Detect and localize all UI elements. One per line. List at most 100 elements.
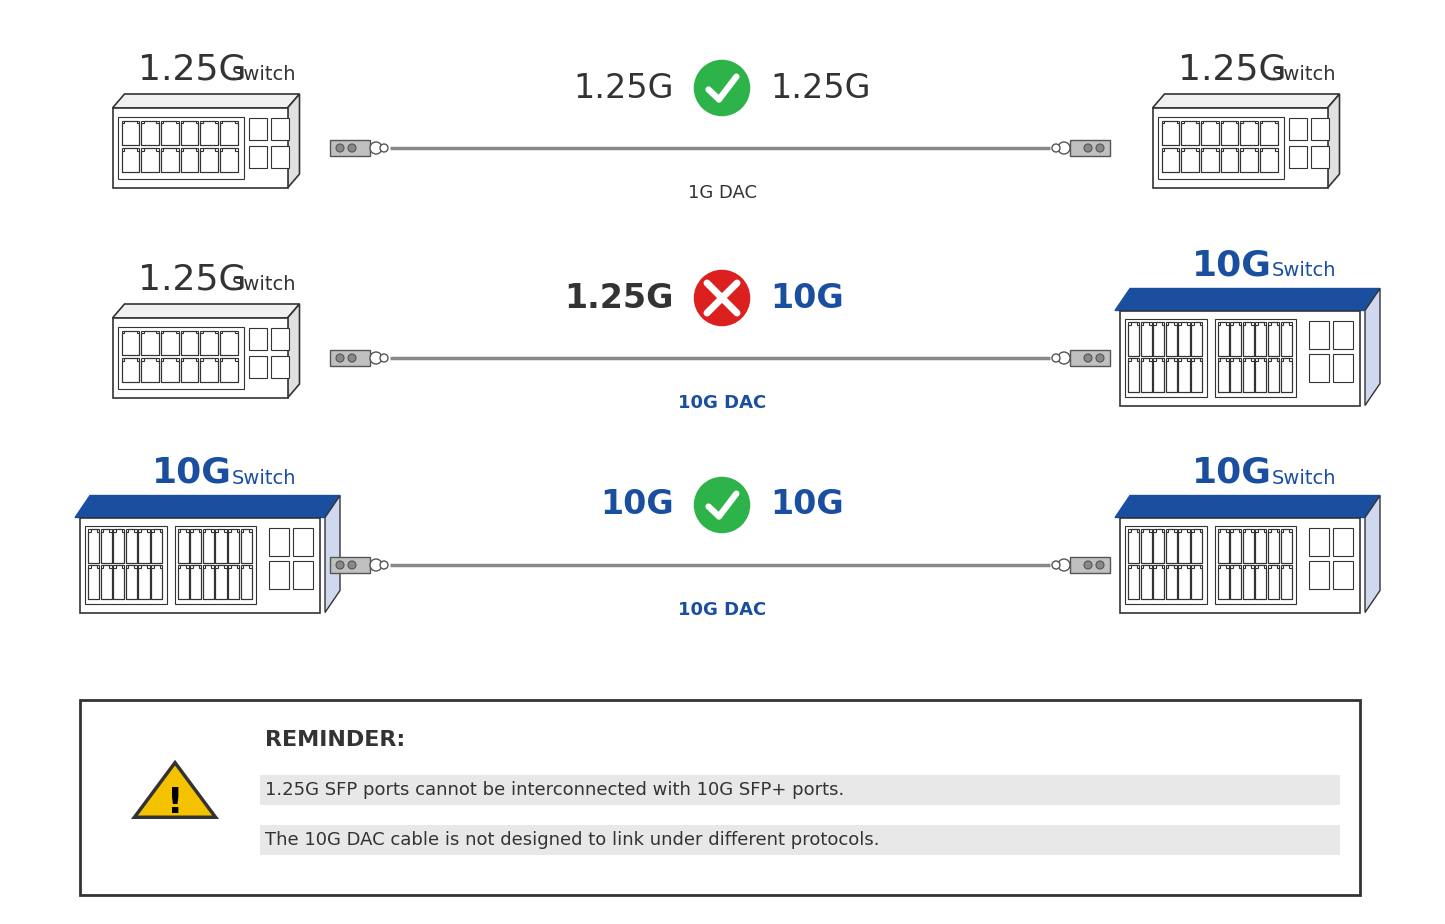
Text: 10G: 10G — [770, 489, 844, 521]
FancyBboxPatch shape — [1230, 565, 1241, 599]
Circle shape — [370, 559, 381, 571]
FancyBboxPatch shape — [201, 358, 218, 383]
FancyBboxPatch shape — [220, 121, 237, 145]
Text: Switch: Switch — [1272, 65, 1337, 84]
FancyBboxPatch shape — [201, 121, 218, 145]
Circle shape — [337, 354, 344, 362]
Circle shape — [1058, 559, 1069, 571]
FancyBboxPatch shape — [113, 529, 124, 563]
FancyBboxPatch shape — [1218, 529, 1228, 563]
FancyBboxPatch shape — [1179, 529, 1189, 563]
FancyBboxPatch shape — [1221, 148, 1238, 172]
Circle shape — [380, 354, 389, 362]
Circle shape — [1095, 144, 1104, 152]
FancyBboxPatch shape — [1166, 358, 1176, 392]
FancyBboxPatch shape — [1334, 561, 1353, 589]
FancyBboxPatch shape — [1256, 358, 1266, 392]
FancyBboxPatch shape — [101, 529, 111, 563]
Text: Switch: Switch — [233, 275, 296, 294]
FancyBboxPatch shape — [1191, 565, 1202, 599]
FancyBboxPatch shape — [1309, 354, 1329, 382]
FancyBboxPatch shape — [249, 356, 266, 378]
Text: 1.25G SFP ports cannot be interconnected with 10G SFP+ ports.: 1.25G SFP ports cannot be interconnected… — [264, 781, 844, 799]
FancyBboxPatch shape — [113, 565, 124, 599]
FancyBboxPatch shape — [270, 328, 289, 350]
FancyBboxPatch shape — [1179, 565, 1189, 599]
FancyBboxPatch shape — [160, 358, 179, 383]
FancyBboxPatch shape — [220, 148, 237, 172]
FancyBboxPatch shape — [1153, 322, 1165, 356]
Circle shape — [1058, 142, 1069, 154]
FancyBboxPatch shape — [1280, 565, 1292, 599]
FancyBboxPatch shape — [293, 561, 314, 589]
FancyBboxPatch shape — [1243, 322, 1254, 356]
FancyBboxPatch shape — [1334, 321, 1353, 348]
FancyBboxPatch shape — [1201, 121, 1218, 145]
Circle shape — [380, 561, 389, 569]
Text: Switch: Switch — [1272, 468, 1337, 488]
FancyBboxPatch shape — [1256, 565, 1266, 599]
FancyBboxPatch shape — [142, 331, 159, 355]
FancyBboxPatch shape — [329, 557, 370, 573]
FancyBboxPatch shape — [1218, 322, 1228, 356]
FancyBboxPatch shape — [270, 356, 289, 378]
FancyBboxPatch shape — [142, 121, 159, 145]
FancyBboxPatch shape — [202, 565, 214, 599]
Circle shape — [380, 144, 389, 152]
FancyBboxPatch shape — [1260, 148, 1277, 172]
FancyBboxPatch shape — [1240, 148, 1257, 172]
FancyBboxPatch shape — [191, 565, 201, 599]
Polygon shape — [134, 762, 215, 817]
FancyBboxPatch shape — [1191, 529, 1202, 563]
FancyBboxPatch shape — [1181, 121, 1199, 145]
FancyBboxPatch shape — [1120, 310, 1360, 406]
Polygon shape — [75, 495, 340, 517]
Polygon shape — [1366, 288, 1380, 406]
FancyBboxPatch shape — [1289, 118, 1306, 140]
FancyBboxPatch shape — [126, 529, 137, 563]
Text: 10G: 10G — [1192, 249, 1272, 283]
FancyBboxPatch shape — [1069, 557, 1110, 573]
FancyBboxPatch shape — [1126, 526, 1207, 604]
FancyBboxPatch shape — [1280, 322, 1292, 356]
FancyBboxPatch shape — [1334, 528, 1353, 555]
FancyBboxPatch shape — [1157, 116, 1283, 179]
FancyBboxPatch shape — [181, 148, 198, 172]
FancyBboxPatch shape — [181, 358, 198, 383]
FancyBboxPatch shape — [1289, 146, 1306, 168]
FancyBboxPatch shape — [270, 146, 289, 168]
Polygon shape — [1116, 495, 1380, 517]
FancyBboxPatch shape — [85, 526, 166, 604]
FancyBboxPatch shape — [1179, 322, 1189, 356]
FancyBboxPatch shape — [1218, 565, 1228, 599]
FancyBboxPatch shape — [1162, 121, 1179, 145]
Text: REMINDER:: REMINDER: — [264, 730, 405, 750]
FancyBboxPatch shape — [220, 358, 237, 383]
FancyBboxPatch shape — [329, 140, 370, 156]
FancyBboxPatch shape — [126, 565, 137, 599]
FancyBboxPatch shape — [1309, 561, 1329, 589]
Circle shape — [1052, 144, 1061, 152]
FancyBboxPatch shape — [1309, 321, 1329, 348]
FancyBboxPatch shape — [88, 565, 100, 599]
FancyBboxPatch shape — [1166, 529, 1176, 563]
FancyBboxPatch shape — [1166, 322, 1176, 356]
Text: 1.25G: 1.25G — [574, 71, 673, 104]
FancyBboxPatch shape — [1215, 526, 1296, 604]
FancyBboxPatch shape — [191, 529, 201, 563]
Text: 1.25G: 1.25G — [1178, 52, 1286, 86]
Polygon shape — [325, 495, 340, 613]
FancyBboxPatch shape — [1129, 322, 1139, 356]
Circle shape — [370, 142, 381, 154]
FancyBboxPatch shape — [1140, 322, 1152, 356]
FancyBboxPatch shape — [101, 565, 111, 599]
FancyBboxPatch shape — [220, 331, 237, 355]
FancyBboxPatch shape — [1256, 322, 1266, 356]
Circle shape — [337, 144, 344, 152]
FancyBboxPatch shape — [142, 148, 159, 172]
FancyBboxPatch shape — [1230, 322, 1241, 356]
FancyBboxPatch shape — [1129, 565, 1139, 599]
FancyBboxPatch shape — [117, 116, 244, 179]
FancyBboxPatch shape — [1309, 528, 1329, 555]
FancyBboxPatch shape — [1269, 529, 1279, 563]
